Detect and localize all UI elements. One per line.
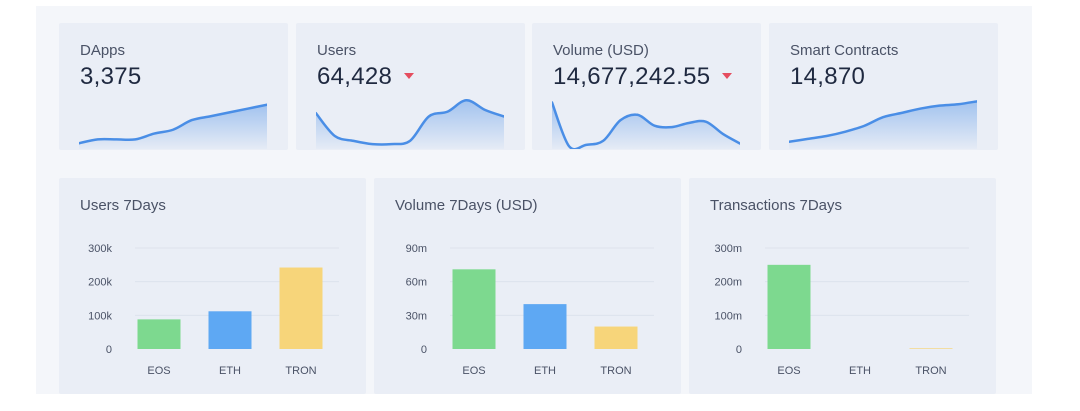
chart-card-users-7days: Users 7Days 0 100k 200k 300k EOS ETH TRON [59, 178, 366, 394]
y-tick-label: 300m [714, 243, 742, 255]
chart-title: Volume 7Days (USD) [395, 197, 538, 214]
bar-tron [594, 326, 638, 349]
stat-value: 14,677,242.55 [553, 63, 733, 91]
sparkline-volume [552, 101, 740, 149]
sparkline-area [79, 104, 267, 149]
sparkline-dapps [79, 103, 267, 149]
y-tick-label: 100m [714, 310, 742, 322]
bar-eos [767, 264, 811, 349]
stat-title: Users [317, 42, 357, 59]
x-tick-label: EOS [777, 365, 800, 377]
sparkline-series [789, 100, 977, 144]
x-tick-label: EOS [462, 365, 485, 377]
y-tick-label: 0 [736, 344, 742, 356]
stat-card-volume: Volume (USD) 14,677,242.55 [532, 23, 761, 150]
chart-card-transactions-7days: Transactions 7Days 0 100m 200m 300m EOS ETH TR… [689, 178, 996, 394]
trend-down-icon [404, 72, 415, 79]
bar-chart-transactions-7days: 0 100m 200m 300m EOS ETH TRON [714, 243, 969, 377]
bar-tron [909, 348, 953, 349]
sparkline-users [316, 99, 504, 149]
x-tick-label: TRON [915, 365, 946, 377]
bar-chart-users-7days: 0 100k 200k 300k EOS ETH TRON [88, 243, 339, 377]
y-tick-label: 90m [406, 243, 427, 255]
stat-card-dapps: DApps 3,375 [59, 23, 288, 150]
x-tick-label: ETH [219, 365, 241, 377]
chart-card-volume-7days: Volume 7Days (USD) 0 30m 60m 90m EOS ETH TRON [374, 178, 681, 394]
x-tick-label: TRON [285, 365, 316, 377]
bar-eos [452, 269, 496, 349]
y-tick-label: 0 [106, 344, 112, 356]
y-tick-label: 60m [406, 277, 427, 289]
sparkline-smart-contracts [789, 100, 977, 149]
stat-card-users: Users 64,428 [296, 23, 525, 150]
sparkline-area [316, 100, 504, 149]
x-tick-label: EOS [147, 365, 170, 377]
sparkline-area [552, 102, 740, 149]
chart-title: Users 7Days [80, 197, 166, 214]
y-tick-label: 100k [88, 310, 112, 322]
bar-tron [279, 267, 323, 349]
dashboard: DApps 3,375 Users 64,428 Volume (USD) 14… [36, 6, 1032, 394]
y-tick-label: 200m [714, 277, 742, 289]
stat-title: Volume (USD) [553, 42, 649, 59]
bar-chart-volume-7days: 0 30m 60m 90m EOS ETH TRON [406, 243, 654, 377]
sparkline-series [316, 99, 504, 146]
bar-eth [523, 304, 567, 349]
chart-title: Transactions 7Days [710, 197, 842, 214]
y-tick-label: 30m [406, 310, 427, 322]
sparkline-series [552, 101, 740, 149]
x-tick-label: TRON [600, 365, 631, 377]
stat-value: 14,870 [790, 63, 866, 90]
x-tick-label: ETH [534, 365, 556, 377]
y-tick-label: 0 [421, 344, 427, 356]
x-tick-label: ETH [849, 365, 871, 377]
sparkline-area [789, 101, 977, 149]
bar-eos [137, 319, 181, 349]
y-tick-label: 300k [88, 243, 112, 255]
sparkline-series [79, 103, 267, 145]
stat-value: 3,375 [80, 63, 142, 90]
stat-card-smart-contracts: Smart Contracts 14,870 [769, 23, 998, 150]
trend-down-icon [722, 72, 733, 79]
stat-title: DApps [80, 42, 126, 59]
stat-title: Smart Contracts [790, 42, 899, 59]
bar-eth [208, 311, 252, 349]
stat-value: 64,428 [317, 63, 415, 91]
y-tick-label: 200k [88, 277, 112, 289]
